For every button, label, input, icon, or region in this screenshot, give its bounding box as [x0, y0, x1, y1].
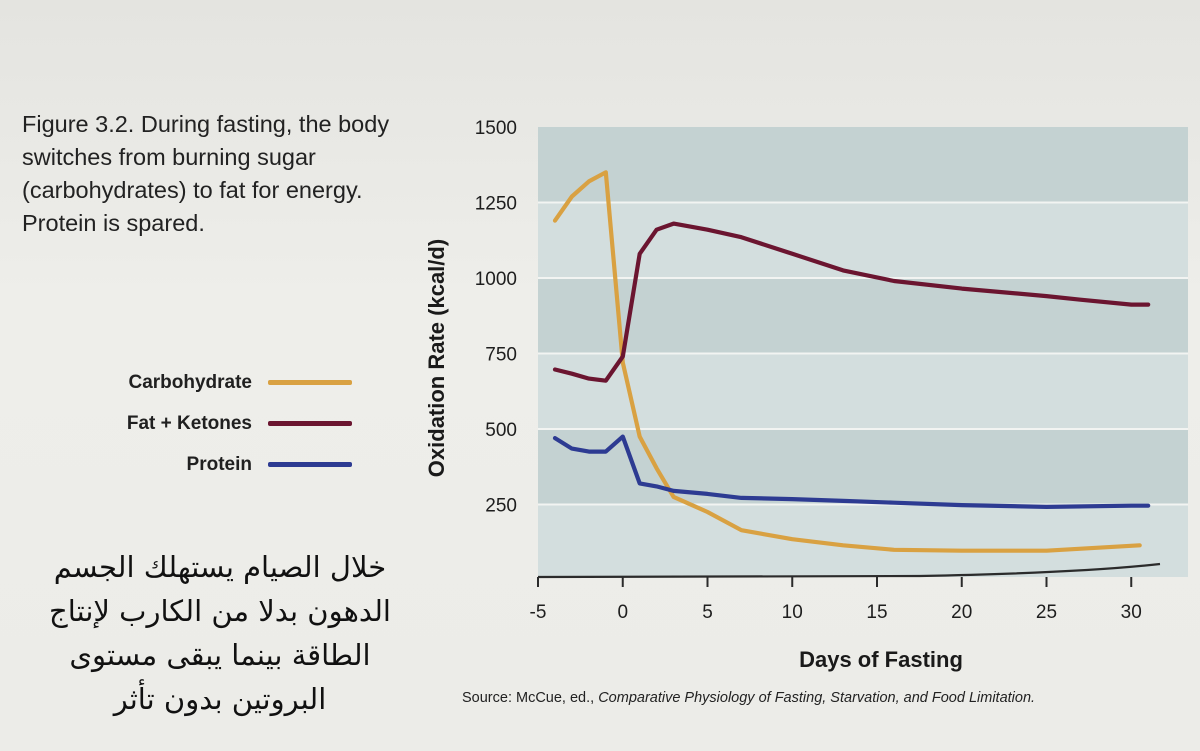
chart-band	[538, 202, 1188, 278]
legend-label: Fat + Ketones	[126, 412, 252, 434]
arabic-annotation: خلال الصيام يستهلك الجسم الدهون بدلا من …	[10, 545, 430, 721]
legend-item-fat-ketones: Fat + Ketones	[40, 403, 360, 444]
legend-item-carbohydrate: Carbohydrate	[40, 362, 360, 403]
chart-band	[538, 504, 1188, 577]
source-citation: Source: McCue, ed., Comparative Physiolo…	[462, 690, 1035, 706]
x-tick-label: 25	[1036, 602, 1057, 623]
chart-background-bands	[537, 127, 1188, 579]
series-line-fat-ketones	[552, 221, 1151, 383]
chart-band	[538, 127, 1188, 203]
legend-label: Carbohydrate	[128, 371, 252, 393]
chart-band	[538, 429, 1188, 505]
arabic-line: الطاقة بينما يبقى مستوى	[69, 638, 371, 672]
chart-plot-area	[552, 170, 1151, 553]
chart-band	[538, 278, 1188, 354]
x-tick-label: -5	[530, 602, 547, 623]
source-title: Comparative Physiology of Fasting, Starv…	[598, 690, 1036, 706]
arabic-line: البروتين بدون تأثر	[113, 682, 327, 716]
arabic-line: خلال الصيام يستهلك الجسم	[53, 550, 387, 584]
y-tick-label: 250	[485, 496, 517, 517]
series-line-protein	[552, 434, 1151, 509]
y-axis-label: Oxidation Rate (kcal/d)	[424, 239, 449, 477]
arabic-line: الدهون بدلا من الكارب لإنتاج	[49, 594, 391, 628]
y-tick-label: 1500	[475, 118, 517, 139]
legend-swatch	[268, 462, 352, 467]
legend-label: Protein	[186, 453, 252, 475]
chart-axis-ticks: -505101520253035250500750100012501500	[475, 118, 1142, 623]
chart-legend: Carbohydrate Fat + Ketones Protein	[40, 362, 360, 485]
y-tick-label: 1000	[475, 269, 517, 290]
legend-swatch	[268, 380, 352, 385]
x-tick-label: 30	[1121, 602, 1142, 623]
x-tick-label: 5	[702, 602, 713, 623]
legend-swatch	[268, 421, 352, 426]
source-prefix: Source: McCue, ed.,	[462, 690, 599, 706]
x-tick-label: 15	[866, 602, 887, 623]
x-tick-label: 20	[951, 602, 972, 623]
y-tick-label: 500	[485, 420, 517, 441]
series-line-carbohydrate	[552, 170, 1142, 553]
y-tick-label: 1250	[475, 194, 517, 215]
figure-caption: Figure 3.2. During fasting, the body swi…	[22, 111, 390, 236]
y-tick-label: 750	[485, 345, 517, 366]
legend-item-protein: Protein	[40, 444, 360, 485]
x-axis-label: Days of Fasting	[799, 647, 963, 672]
x-tick-label: 10	[782, 602, 803, 623]
x-tick-label: 0	[617, 602, 628, 623]
chart-band	[538, 353, 1188, 429]
x-axis-line	[537, 562, 1161, 579]
